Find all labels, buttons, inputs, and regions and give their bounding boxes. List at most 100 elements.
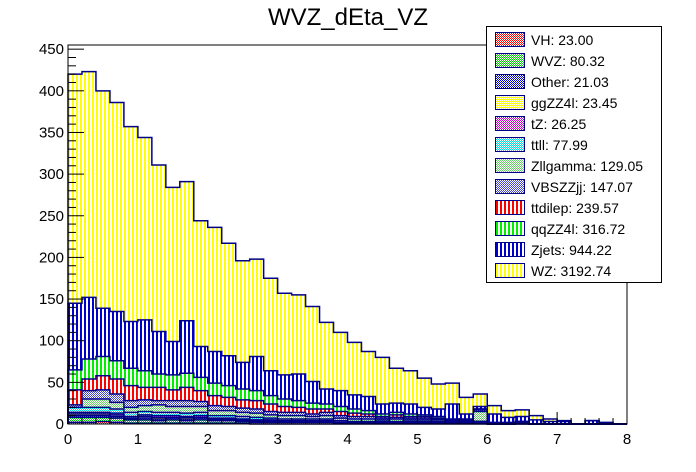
bar-Zjets-bin-0 <box>68 303 82 370</box>
x-tick-label: 1 <box>134 431 142 448</box>
bar-WVZ-bin-15 <box>277 422 292 424</box>
bar-ttll-bin-11 <box>221 415 236 419</box>
legend-label: VBSZZjj: 147.07 <box>531 178 633 195</box>
bar-WZ-bin-29 <box>473 394 488 407</box>
bar-ttdilep-bin-20 <box>347 413 362 417</box>
bar-Other-bin-9 <box>193 418 208 420</box>
outline-WZ <box>67 70 627 425</box>
bar-WVZ-bin-18 <box>319 422 334 424</box>
bar-ttdilep-bin-5 <box>137 387 152 400</box>
bar-WZ-bin-32 <box>515 409 530 417</box>
bar-ttdilep-bin-6 <box>151 387 166 401</box>
legend-entry-Other: Other: 21.03 <box>495 72 609 91</box>
bar-qqZZ4l-bin-7 <box>165 374 180 390</box>
bar-WVZ-bin-9 <box>193 419 208 424</box>
bar-ttll-bin-3 <box>109 409 124 414</box>
y-tick-label: 250 <box>39 208 64 225</box>
bar-ttdilep-bin-4 <box>123 385 138 401</box>
bar-Zllgamma-bin-11 <box>221 410 236 416</box>
outline-ttdilep <box>67 374 627 425</box>
bar-Other-bin-6 <box>151 419 166 421</box>
bar-WVZ-bin-16 <box>291 422 306 424</box>
bar-VBSZZjj-bin-7 <box>165 400 180 407</box>
legend-swatch <box>495 200 525 215</box>
legend-swatch <box>495 242 525 257</box>
bar-WVZ-bin-6 <box>151 420 166 424</box>
bar-Zjets-bin-23 <box>389 403 404 413</box>
bar-WVZ-bin-13 <box>249 422 264 424</box>
bar-ggZZ4l-bin-6 <box>151 417 166 420</box>
legend-label: WZ: 3192.74 <box>531 262 612 279</box>
bar-VBSZZjj-bin-18 <box>319 412 334 416</box>
bar-tZ-bin-9 <box>193 415 208 418</box>
bar-ttdilep-bin-19 <box>333 411 348 416</box>
bar-Zjets-bin-28 <box>459 414 474 420</box>
x-tick-label: 3 <box>273 431 281 448</box>
bar-VBSZZjj-bin-25 <box>417 418 432 420</box>
legend-swatch <box>495 263 525 278</box>
bar-Zjets-bin-17 <box>305 381 320 404</box>
bar-tZ-bin-3 <box>109 413 124 415</box>
bar-qqZZ4l-bin-25 <box>417 414 432 417</box>
bar-qqZZ4l-bin-13 <box>249 390 264 401</box>
y-tick-label: 150 <box>39 291 64 308</box>
x-tick-label: 6 <box>483 431 491 448</box>
bar-qqZZ4l-bin-22 <box>375 414 390 417</box>
bar-WZ-bin-8 <box>179 181 194 321</box>
legend-entry-ttdilep: ttdilep: 239.57 <box>495 198 619 217</box>
bar-qqZZ4l-bin-12 <box>235 389 250 400</box>
bar-Zjets-bin-10 <box>207 351 222 384</box>
bar-WVZ-bin-14 <box>263 422 278 424</box>
bar-ttll-bin-1 <box>81 407 96 413</box>
bar-qqZZ4l-bin-5 <box>137 370 152 388</box>
bar-WVZ-bin-1 <box>81 417 96 423</box>
bar-ttdilep-bin-10 <box>207 395 222 406</box>
bar-WZ-bin-12 <box>235 260 250 363</box>
bar-ttll-bin-18 <box>319 419 334 421</box>
bar-ttdilep-bin-17 <box>305 409 320 415</box>
bar-Zjets-bin-25 <box>417 407 432 415</box>
legend: VH: 23.00 WVZ: 80.32 Other: 21.03 ggZZ4l: 2… <box>486 26 662 283</box>
bar-Zllgamma-bin-19 <box>333 418 348 421</box>
bar-ttll-bin-6 <box>151 412 166 416</box>
y-tick-label: 300 <box>39 166 64 183</box>
legend-label: qqZZ4l: 316.72 <box>531 220 626 237</box>
bar-ttll-bin-19 <box>333 420 348 423</box>
series-Zllgamma <box>81 399 530 424</box>
y-tick-label: 50 <box>47 374 64 391</box>
bar-qqZZ4l-bin-2 <box>95 356 110 376</box>
bar-WVZ-bin-10 <box>207 420 222 424</box>
stacked-bars <box>68 71 614 424</box>
y-tick-label: 100 <box>39 333 64 350</box>
bar-ttll-bin-12 <box>235 416 250 420</box>
outline-Zjets <box>67 296 627 425</box>
bar-ttll-bin-0 <box>68 407 82 413</box>
bar-WZ-bin-26 <box>431 384 446 410</box>
bar-VBSZZjj-bin-16 <box>291 412 306 416</box>
bar-ttdilep-bin-21 <box>361 414 376 417</box>
bar-WZ-bin-31 <box>501 410 516 418</box>
legend-entry-VH: VH: 23.00 <box>495 30 593 49</box>
bar-WZ-bin-10 <box>207 227 222 352</box>
bar-Zjets-bin-22 <box>375 404 390 415</box>
bar-Zllgamma-bin-5 <box>137 405 152 412</box>
bar-Zllgamma-bin-24 <box>403 419 418 422</box>
bar-VBSZZjj-bin-22 <box>375 418 390 420</box>
bar-ggZZ4l-bin-1 <box>81 414 96 416</box>
bar-WZ-bin-18 <box>319 322 334 390</box>
bar-Zllgamma-bin-10 <box>207 410 222 416</box>
bar-Zllgamma-bin-25 <box>417 419 432 422</box>
bar-Zllgamma-bin-2 <box>95 399 110 408</box>
bar-VH-bin-0 <box>68 422 82 424</box>
bar-ttdilep-bin-16 <box>291 407 306 413</box>
series-VBSZZjj <box>68 389 530 424</box>
bar-qqZZ4l-bin-6 <box>151 374 166 388</box>
legend-entry-ttll: ttll: 77.99 <box>495 135 588 154</box>
bar-Zjets-bin-16 <box>291 374 306 401</box>
bar-Other-bin-5 <box>137 418 152 420</box>
bar-qqZZ4l-bin-17 <box>305 403 320 410</box>
bar-VBSZZjj-bin-5 <box>137 399 152 406</box>
bar-ttdilep-bin-7 <box>165 389 180 401</box>
bar-Zjets-bin-8 <box>179 320 194 374</box>
bar-WZ-bin-22 <box>375 357 390 405</box>
